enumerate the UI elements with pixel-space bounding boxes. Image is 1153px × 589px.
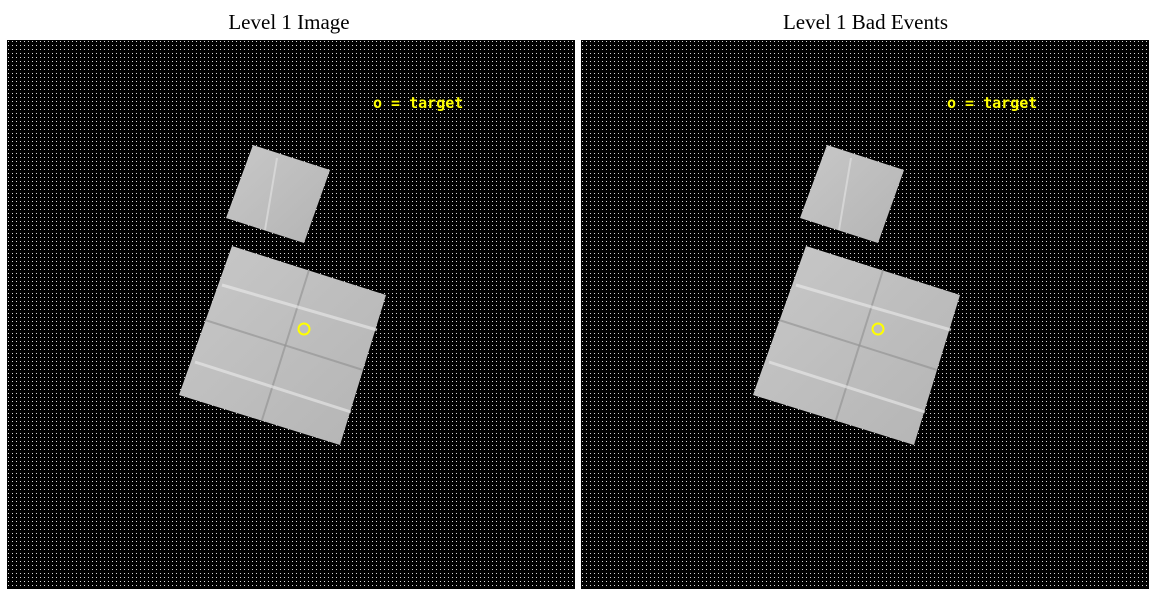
detector-small [800, 145, 904, 243]
detector-small [226, 145, 330, 243]
target-marker-icon [871, 322, 885, 336]
panel-level1-bad-events: Level 1 Bad Events [578, 0, 1153, 589]
panel-level1-image: Level 1 Image [7, 10, 575, 589]
detector-large [753, 246, 960, 445]
sky-image: o = target [7, 40, 575, 589]
image-frame: o = target [7, 40, 575, 589]
panel-title: Level 1 Bad Events [782, 10, 949, 34]
legend-text: o = target [947, 94, 1037, 112]
panel-title: Level 1 Image [228, 10, 350, 34]
legend-text: o = target [373, 94, 463, 112]
sky-image: o = target [581, 40, 1149, 589]
image-frame: o = target [581, 40, 1149, 589]
detector-large [179, 246, 386, 445]
target-marker-icon [297, 322, 311, 336]
